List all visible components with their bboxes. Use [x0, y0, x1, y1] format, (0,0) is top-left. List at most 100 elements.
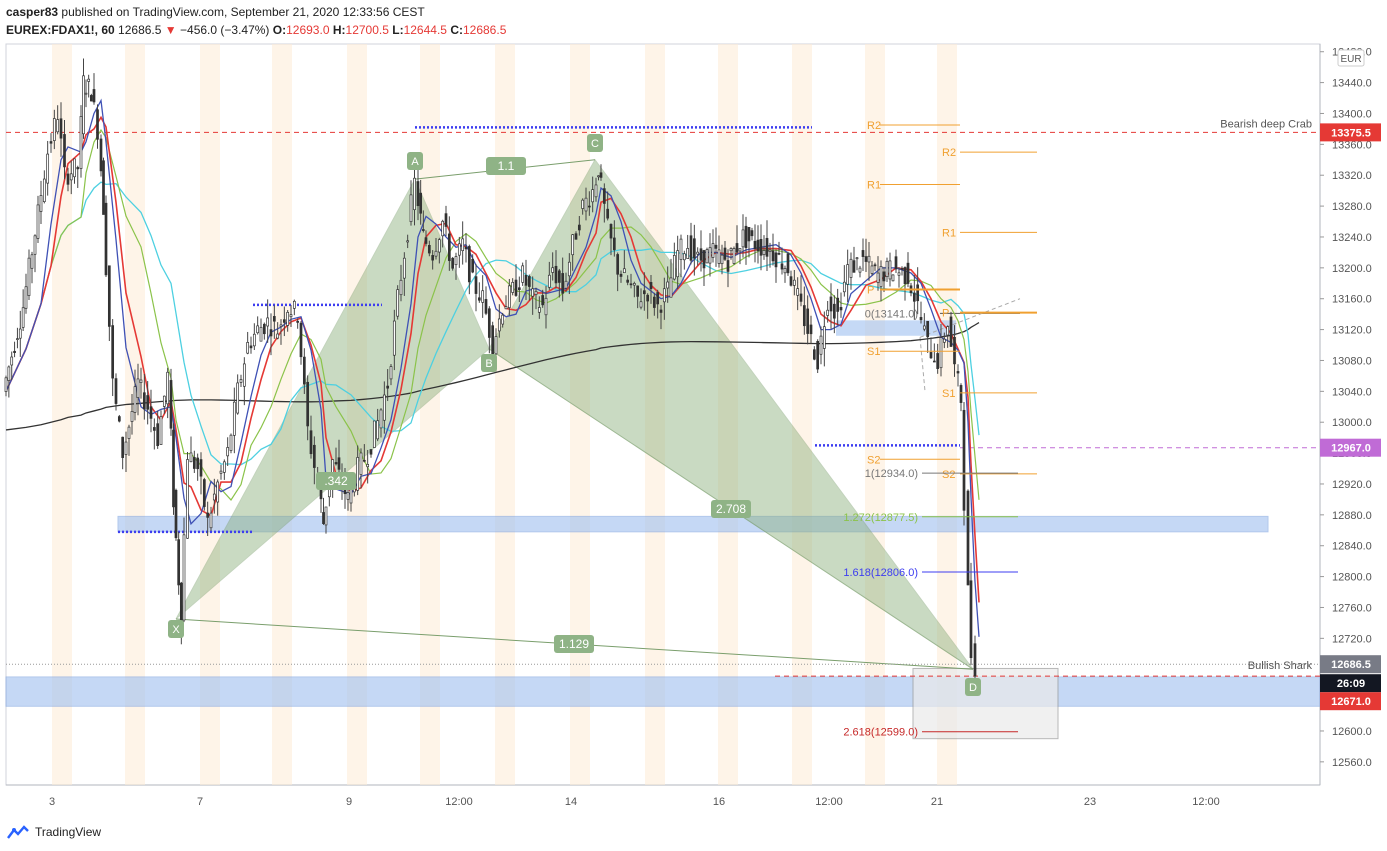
candle-body: [527, 276, 531, 287]
candle-body: [199, 459, 203, 477]
candle-body: [946, 326, 950, 336]
candle-body: [922, 325, 926, 330]
candle-body: [939, 337, 943, 369]
candle-body: [376, 420, 380, 440]
candle-body: [537, 307, 541, 313]
y-tick-label: 13240.0: [1332, 232, 1372, 244]
price-axis-label-bg: [1320, 123, 1381, 142]
session-band: [865, 44, 885, 785]
candle-body: [639, 301, 643, 308]
ratio-label: 1.129: [559, 637, 589, 651]
candle-body: [882, 271, 886, 282]
pivot-label: S1: [867, 346, 880, 358]
candle-body: [771, 250, 775, 262]
candle-body: [82, 75, 85, 135]
candle-body: [242, 363, 246, 387]
ratio-marker: [554, 635, 594, 653]
candle-body: [567, 261, 571, 277]
candle-body: [10, 356, 14, 366]
candle-body: [708, 247, 712, 264]
y-tick-label: 13000.0: [1332, 417, 1372, 429]
candle-body: [504, 306, 508, 310]
candle-body: [322, 512, 325, 524]
pattern-point-marker: [965, 678, 981, 696]
y-tick-label: 12760.0: [1332, 602, 1372, 614]
price-axis-label: 12686.5: [1331, 659, 1371, 671]
candle-body: [409, 194, 413, 222]
candle-body: [18, 328, 22, 339]
candle-body: [646, 294, 650, 302]
candle-body: [76, 167, 80, 170]
candle-body: [753, 240, 757, 249]
candle-body: [13, 350, 16, 353]
candle-body: [959, 385, 963, 403]
candle-body: [531, 288, 535, 297]
session-band: [570, 44, 590, 785]
candle-body: [609, 224, 613, 239]
candle-body: [24, 286, 28, 309]
candle-body: [130, 411, 134, 422]
y-tick-label: 12840.0: [1332, 541, 1372, 553]
candle-body: [514, 279, 518, 296]
y-tick-label: 13200.0: [1332, 263, 1372, 275]
candle-body: [421, 229, 425, 231]
x-tick-label: 21: [931, 796, 943, 808]
pivot-label: S2: [867, 454, 880, 466]
candle-body: [689, 235, 693, 261]
candle-body: [84, 92, 88, 95]
x-tick-label: 9: [346, 796, 352, 808]
close-label: C:: [450, 23, 463, 37]
pivot-label: R1: [942, 227, 956, 239]
candle-body: [846, 264, 850, 285]
price-axis-label-bg: [1320, 438, 1381, 457]
pattern-point-marker: [168, 620, 184, 638]
candle-body: [574, 233, 578, 240]
candle-body: [936, 353, 940, 369]
symbol-label[interactable]: EUREX:FDAX1!, 60: [6, 23, 115, 37]
candle-body: [127, 426, 131, 439]
candle-body: [21, 307, 25, 328]
session-band: [495, 44, 515, 785]
candle-body: [431, 255, 435, 261]
candle-body: [87, 78, 91, 82]
candle-body: [619, 273, 623, 277]
candle-body: [777, 252, 781, 255]
candle-body: [69, 173, 73, 181]
ratio-marker: [486, 157, 526, 175]
candle-body: [616, 254, 620, 275]
y-tick-label: 13440.0: [1332, 78, 1372, 90]
candle-body: [897, 272, 901, 276]
ratio-marker: [711, 500, 751, 518]
candle-body: [738, 248, 742, 252]
candle-body: [929, 352, 933, 359]
y-tick-label: 12720.0: [1332, 633, 1372, 645]
session-band: [937, 44, 957, 785]
author-name[interactable]: casper83: [6, 5, 59, 19]
tradingview-logo[interactable]: TradingView: [6, 824, 101, 840]
candle-body: [501, 314, 505, 325]
candle-body: [836, 297, 840, 312]
candle-body: [169, 380, 173, 429]
candle-body: [481, 290, 485, 303]
candle-body: [262, 323, 266, 335]
candle-body: [396, 289, 400, 317]
candle-body: [219, 470, 223, 474]
candle-body: [561, 273, 565, 294]
price-axis-label-bg: [1320, 674, 1381, 693]
y-tick-label: 13320.0: [1332, 170, 1372, 182]
candle-body: [63, 134, 66, 168]
candle-body: [79, 116, 83, 169]
candle-body: [42, 178, 46, 203]
candle-body: [121, 436, 125, 458]
candle-body: [206, 512, 210, 518]
candle-body: [379, 409, 383, 429]
candle-body: [953, 336, 956, 365]
candle-body: [124, 441, 128, 455]
candle-body: [636, 285, 640, 297]
candle-body: [741, 229, 745, 248]
candle-body: [296, 320, 300, 323]
y-tick-label: 13160.0: [1332, 294, 1372, 306]
candle-body: [861, 250, 865, 257]
candle-body: [146, 395, 150, 410]
